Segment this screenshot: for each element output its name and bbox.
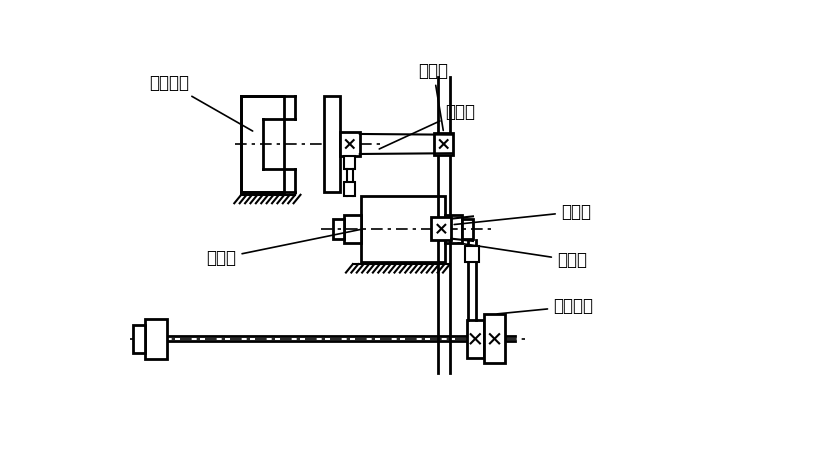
Bar xyxy=(241,96,284,193)
Bar xyxy=(133,325,145,352)
Bar xyxy=(432,217,452,240)
Bar xyxy=(344,215,361,242)
Bar xyxy=(145,319,166,359)
Bar xyxy=(324,96,340,193)
Bar xyxy=(483,314,505,363)
Bar xyxy=(463,219,473,239)
Text: 同步带: 同步带 xyxy=(458,243,587,269)
Text: 同步带: 同步带 xyxy=(379,103,475,149)
Text: 减速器: 减速器 xyxy=(206,229,362,267)
Bar xyxy=(333,219,344,239)
Text: 伺服电机: 伺服电机 xyxy=(149,74,253,131)
Bar xyxy=(434,133,453,155)
Bar xyxy=(467,320,483,358)
Text: 同步轮: 同步轮 xyxy=(418,62,448,131)
Text: 主动钓轮: 主动钓轮 xyxy=(498,297,593,316)
Bar xyxy=(465,247,479,262)
Bar xyxy=(361,196,445,262)
Bar xyxy=(344,182,355,196)
Bar xyxy=(445,215,463,242)
Bar xyxy=(340,132,360,155)
Text: 同步轮: 同步轮 xyxy=(454,203,591,224)
Bar xyxy=(344,155,355,169)
